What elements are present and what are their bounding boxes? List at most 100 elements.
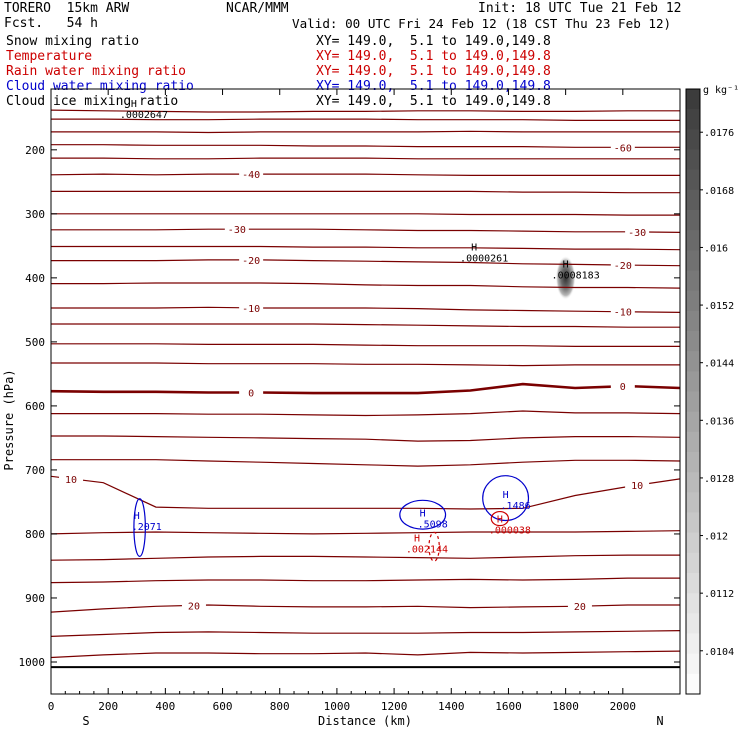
isotherm-3 xyxy=(51,144,680,148)
cloud-ice-shading xyxy=(555,255,576,300)
isotherm-13 xyxy=(51,323,680,328)
colorbar-label-0: .0176 xyxy=(704,128,734,139)
isotherm-label2-20: 10 xyxy=(631,481,643,492)
max-value-label-7: .000038 xyxy=(489,525,531,536)
y-tick-label-1: 300 xyxy=(25,208,45,221)
colorbar-label-3: .0152 xyxy=(704,301,734,312)
colorbar-label-8: .0112 xyxy=(704,589,734,600)
isotherm-label-24-bg xyxy=(181,599,206,612)
colorbar-swatch-11 xyxy=(686,310,700,332)
isotherm-label-16-bg xyxy=(239,386,264,399)
colorbar-swatch-21 xyxy=(686,512,700,534)
colorbar-swatch-2 xyxy=(686,129,700,151)
max-marker-h-3: H xyxy=(134,511,140,522)
field-xy-cloud-water: XY= 149.0, 5.1 to 149.0,149.8 xyxy=(316,79,551,94)
colorbar-swatch-16 xyxy=(686,411,700,433)
isotherm-4 xyxy=(51,157,680,160)
colorbar-swatch-15 xyxy=(686,391,700,413)
max-value-label-4: .5098 xyxy=(418,520,448,531)
colorbar-swatch-3 xyxy=(686,149,700,171)
field-name-temperature: Temperature xyxy=(6,49,93,64)
y-tick-label-8: 1000 xyxy=(19,656,46,669)
y-tick-label-0: 200 xyxy=(25,144,45,157)
isotherm-10 xyxy=(51,259,681,267)
x-tick-label-0: 0 xyxy=(48,700,55,713)
colorbar-label-6: .0128 xyxy=(704,474,734,485)
colorbar-swatch-5 xyxy=(686,189,700,211)
isotherm-15 xyxy=(51,362,680,367)
center-name: NCAR/MMM xyxy=(226,1,289,16)
max-value-label-5: .002144 xyxy=(406,545,448,556)
x-tick-label-8: 1600 xyxy=(495,700,522,713)
colorbar-label-2: .016 xyxy=(704,243,728,254)
isotherm-label-3-bg xyxy=(610,141,635,154)
mixing-ratio-contour-2 xyxy=(482,475,530,522)
isotherm-2 xyxy=(51,130,680,134)
isotherm-label-10-bg xyxy=(239,253,264,266)
colorbar-swatch-27 xyxy=(686,633,700,655)
field-name-snow: Snow mixing ratio xyxy=(6,34,140,49)
colorbar-frame xyxy=(685,88,701,695)
isotherm-17 xyxy=(51,410,681,417)
colorbar-swatch-8 xyxy=(686,250,700,272)
colorbar-swatch-0 xyxy=(686,89,700,110)
colorbar-swatch-7 xyxy=(686,230,700,251)
y-tick-label-3: 500 xyxy=(25,336,45,349)
colorbar-swatch-1 xyxy=(686,109,700,130)
field-name-rain: Rain water mixing ratio xyxy=(6,64,187,79)
isotherm-6 xyxy=(51,190,680,194)
colorbar-swatch-14 xyxy=(686,371,700,393)
colorbar-swatch-6 xyxy=(686,210,700,231)
isotherm-label2-10: -20 xyxy=(614,261,632,272)
x-axis-title: Distance (km) xyxy=(318,714,412,728)
init-time: Init: 18 UTC Tue 21 Feb 12 xyxy=(478,1,682,16)
max-value-label-6: .1486 xyxy=(501,501,531,512)
max-marker-h-4: H xyxy=(420,509,426,520)
isotherm-label-5-bg xyxy=(239,168,264,181)
isotherm-label-24: 20 xyxy=(188,601,200,612)
mixing-ratio-contour-1 xyxy=(399,499,447,530)
isotherm-8 xyxy=(51,228,681,233)
colorbar-swatch-10 xyxy=(686,290,700,312)
colorbar-label-1: .0168 xyxy=(704,186,734,197)
x-tick-label-5: 1000 xyxy=(324,700,351,713)
isotherm-26 xyxy=(50,650,681,659)
isotherm-23 xyxy=(50,577,680,584)
colorbar-swatch-17 xyxy=(686,431,700,453)
isotherm-label2-16-bg xyxy=(610,380,635,393)
isotherm-label-12-bg xyxy=(239,301,264,314)
mixing-ratio-contour-4 xyxy=(490,510,510,527)
colorbar-swatch-22 xyxy=(686,532,700,554)
isotherm-25 xyxy=(50,630,681,637)
forecast-hour: Fcst. 54 h xyxy=(4,16,98,31)
isotherm-label-20: 10 xyxy=(65,475,77,486)
isotherm-22 xyxy=(50,554,680,561)
isotherm-16 xyxy=(50,382,681,395)
isotherm-label-16: 0 xyxy=(248,388,254,399)
model-title: TORERO 15km ARW xyxy=(4,1,130,16)
isotherm-label2-12-bg xyxy=(610,305,635,318)
isotherm-label2-24-bg xyxy=(567,600,592,613)
isotherm-5 xyxy=(50,173,680,176)
isotherm-label2-24: 20 xyxy=(574,602,586,613)
max-marker-h-0: H xyxy=(131,99,137,110)
colorbar-swatch-20 xyxy=(686,492,700,514)
colorbar-swatch-19 xyxy=(686,472,700,493)
isotherm-7 xyxy=(51,213,680,216)
max-marker-h-1: H xyxy=(471,242,477,253)
max-value-label-0: .0002647 xyxy=(120,110,168,121)
isotherm-label-12: -10 xyxy=(242,304,260,315)
colorbar-swatch-9 xyxy=(686,270,700,292)
x-tick-label-4: 800 xyxy=(270,700,290,713)
isotherm-21 xyxy=(50,530,681,535)
x-tick-label-2: 400 xyxy=(155,700,175,713)
field-xy-temperature: XY= 149.0, 5.1 to 149.0,149.8 xyxy=(316,49,551,64)
isotherm-14 xyxy=(51,343,680,347)
field-xy-snow: XY= 149.0, 5.1 to 149.0,149.8 xyxy=(316,34,551,49)
isotherm-20 xyxy=(50,475,681,510)
x-end-label-south: S xyxy=(82,714,89,728)
y-tick-label-6: 800 xyxy=(25,528,45,541)
x-tick-label-6: 1200 xyxy=(381,700,408,713)
isotherm-label2-8-bg xyxy=(625,225,650,238)
max-value-label-3: .2071 xyxy=(132,522,162,533)
